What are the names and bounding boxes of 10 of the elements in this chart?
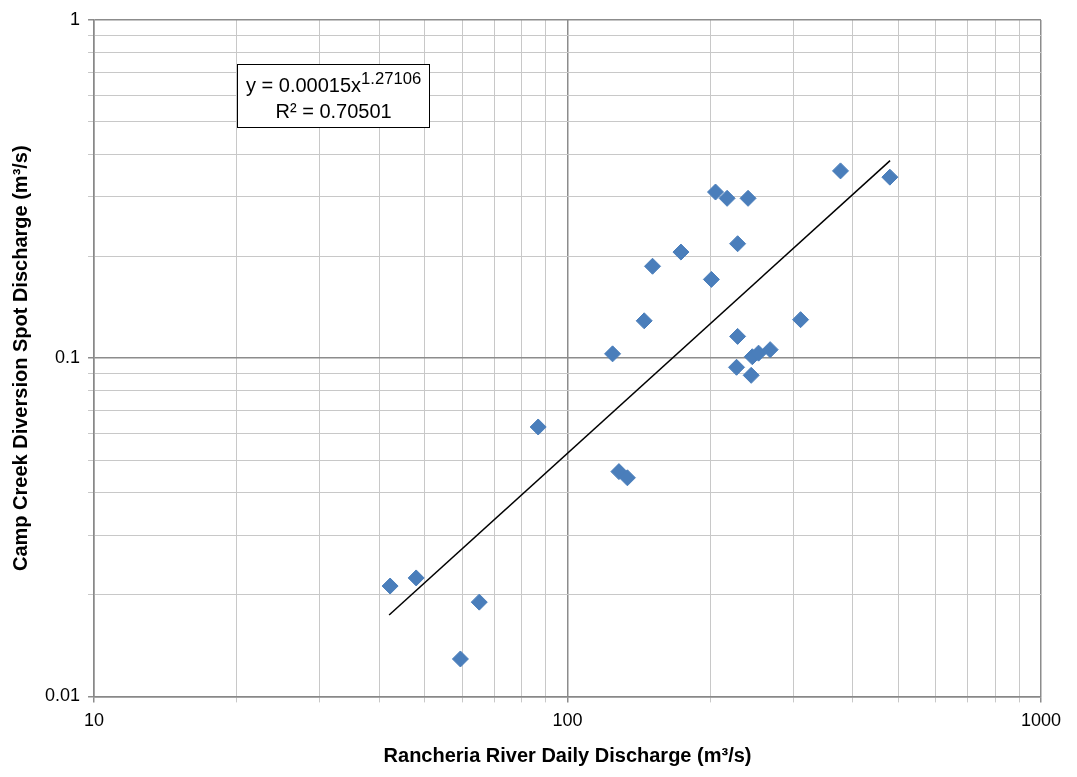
annotation: R² = 0.70501 bbox=[274, 98, 393, 124]
x-axis-title: Rancheria River Daily Discharge (m³/s) bbox=[383, 743, 752, 766]
x-tick-label: 100 bbox=[552, 710, 583, 731]
y-axis-title: Camp Creek Diversion Spot Discharge (m³/s) bbox=[8, 145, 31, 572]
x-tick-label: 10 bbox=[84, 710, 105, 731]
annotation: y = 0.00015x$^{1.27106}$ bbox=[246, 68, 422, 98]
y-tick-label: 0.1 bbox=[55, 347, 81, 368]
y-tick-label: 1 bbox=[70, 8, 81, 29]
y-tick-label: 0.01 bbox=[44, 685, 81, 706]
x-tick-label: 1000 bbox=[1020, 710, 1062, 731]
